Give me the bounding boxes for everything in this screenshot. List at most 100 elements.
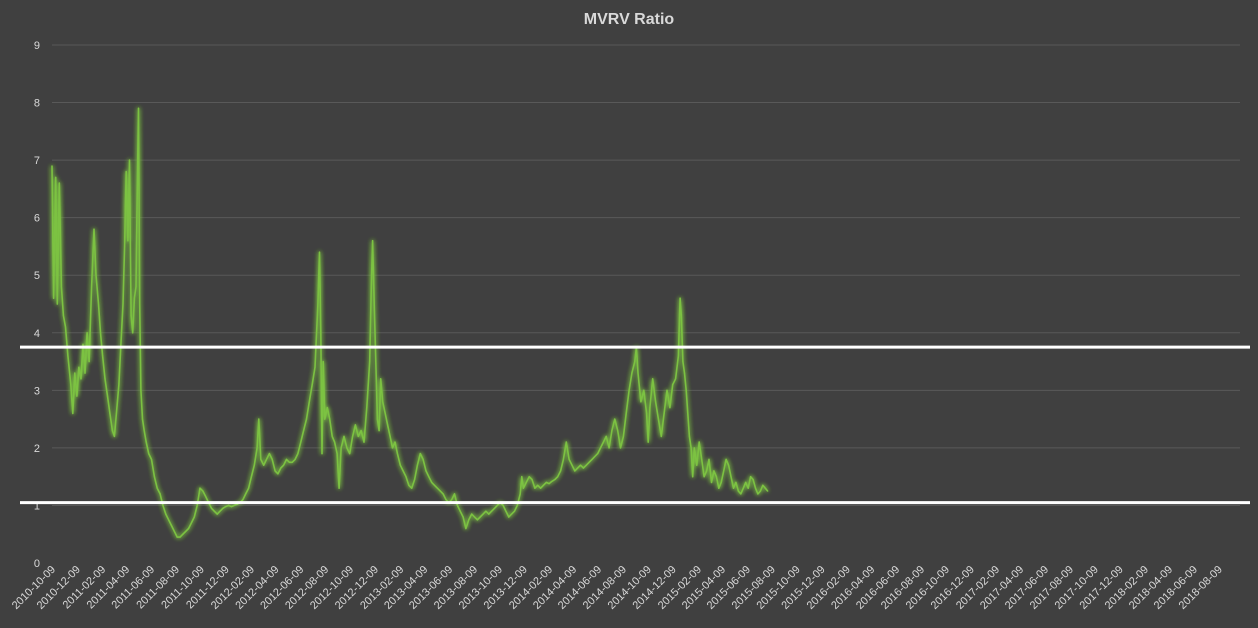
data-point (680, 314, 682, 317)
data-point (230, 506, 232, 508)
data-point (476, 519, 478, 521)
data-point (577, 467, 579, 469)
data-point (396, 453, 398, 455)
y-tick-label: 3 (34, 385, 40, 397)
data-point (540, 487, 542, 489)
data-point (698, 441, 700, 443)
data-point (271, 458, 273, 460)
data-point (597, 453, 599, 455)
y-tick-label: 5 (34, 270, 40, 282)
data-point (617, 430, 619, 432)
data-point (263, 464, 265, 466)
data-point (387, 424, 389, 426)
data-point (354, 424, 356, 426)
data-point (88, 361, 90, 363)
data-point (124, 245, 126, 247)
data-point (451, 499, 453, 501)
data-point (574, 470, 576, 472)
data-point (285, 458, 288, 460)
data-point (318, 251, 321, 253)
data-point (679, 297, 681, 299)
data-point (170, 525, 173, 527)
data-point (488, 513, 490, 515)
data-point (479, 516, 481, 518)
data-point (682, 361, 684, 363)
data-point (528, 476, 530, 478)
data-point (647, 441, 649, 443)
data-point (314, 366, 316, 368)
data-point (140, 389, 142, 391)
data-point (513, 510, 516, 512)
data-point (132, 332, 134, 334)
data-point (599, 447, 602, 449)
data-point (288, 461, 290, 463)
data-point (291, 461, 293, 463)
data-point (363, 441, 365, 443)
data-point (106, 395, 109, 397)
data-point (168, 519, 170, 521)
y-axis: 0 1 2 3 4 5 6 7 8 9 (34, 40, 40, 570)
data-point (439, 490, 441, 492)
data-point (277, 473, 279, 475)
data-point (331, 435, 333, 437)
data-point (303, 430, 305, 432)
data-point (384, 412, 386, 414)
data-point (473, 516, 476, 518)
data-point (522, 487, 525, 489)
data-point (428, 476, 430, 478)
data-point (338, 487, 340, 489)
data-point (274, 470, 276, 472)
data-point (125, 171, 127, 173)
data-point (655, 401, 657, 403)
data-point (62, 314, 64, 317)
data-point (340, 447, 342, 449)
data-point (666, 389, 668, 391)
data-point (188, 527, 190, 530)
data-point (109, 412, 111, 414)
data-point (84, 372, 86, 374)
data-point (55, 176, 57, 178)
data-point (436, 487, 438, 489)
data-point (162, 504, 164, 506)
data-point (370, 286, 372, 288)
data-point (357, 435, 359, 437)
data-point (372, 240, 374, 242)
data-point (127, 240, 129, 242)
data-point (459, 510, 461, 512)
data-point (496, 504, 498, 506)
data-point (468, 519, 470, 521)
data-point (300, 441, 302, 443)
data-point (737, 490, 740, 492)
data-point (640, 401, 642, 403)
data-point (735, 481, 737, 483)
y-tick-label: 9 (34, 40, 40, 52)
data-point (465, 527, 467, 530)
data-point (308, 401, 310, 403)
data-point (80, 378, 82, 380)
y-tick-label: 2 (34, 443, 40, 455)
data-point (688, 435, 691, 437)
data-point (130, 314, 132, 317)
data-point (233, 504, 235, 506)
y-tick-label: 6 (34, 213, 40, 225)
data-point (508, 516, 510, 518)
data-point (767, 490, 769, 492)
data-point (493, 507, 496, 509)
data-point (321, 453, 323, 455)
data-point (519, 493, 521, 495)
data-point (311, 384, 313, 386)
data-point (545, 481, 547, 483)
data-point (51, 165, 53, 167)
data-point (97, 303, 100, 305)
data-point (462, 516, 464, 518)
data-point (516, 504, 518, 506)
data-point (759, 490, 762, 492)
data-point (389, 435, 391, 437)
data-point (431, 481, 433, 483)
data-point (456, 504, 458, 506)
series-group (51, 107, 769, 538)
data-point (537, 484, 539, 486)
data-point (730, 476, 732, 478)
data-point (213, 510, 215, 512)
